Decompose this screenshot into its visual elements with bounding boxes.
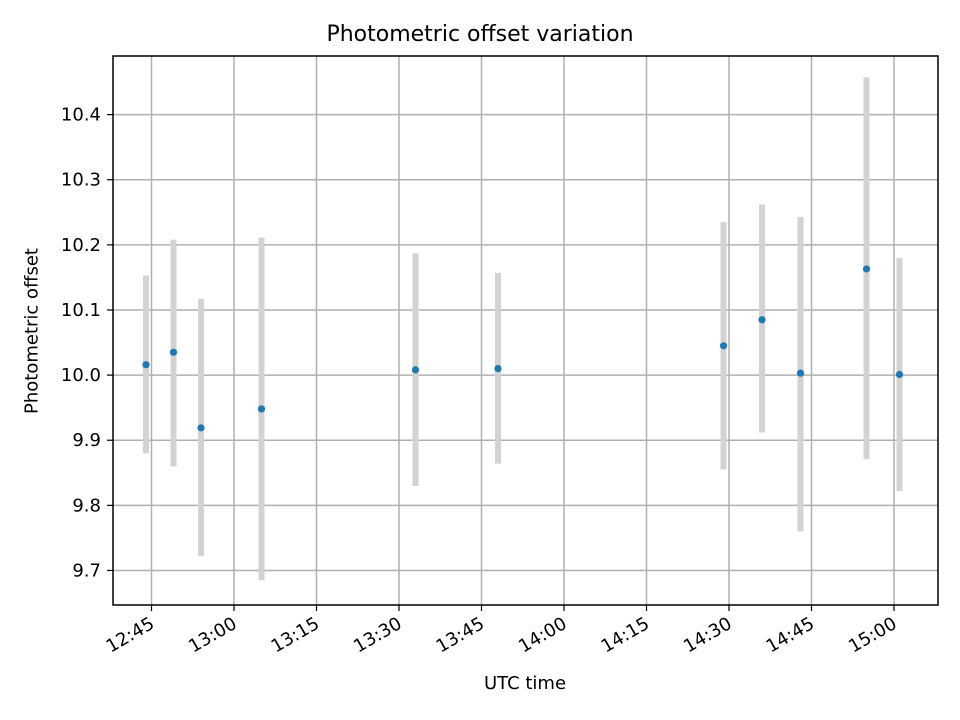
x-tick-label: 13:45 [433, 613, 488, 657]
data-point [796, 369, 805, 377]
data-point [895, 370, 904, 379]
x-tick-label: 13:15 [268, 613, 323, 657]
y-tick-label: 10.2 [61, 235, 101, 256]
x-tick-label: 14:15 [598, 613, 653, 657]
x-tick-label: 14:00 [515, 613, 570, 657]
data-point [169, 348, 178, 356]
data-point [719, 342, 728, 350]
y-tick-label: 9.7 [72, 560, 101, 581]
x-tick-label: 13:00 [185, 613, 240, 657]
x-tick-label: 14:30 [680, 613, 735, 657]
x-tick-label: 13:30 [350, 613, 405, 657]
y-tick-label: 10.0 [61, 365, 101, 386]
x-axis-label: UTC time [483, 673, 567, 694]
data-point [862, 265, 871, 273]
y-tick-label: 10.1 [61, 300, 101, 321]
x-tick-label: 15:00 [845, 613, 900, 657]
y-tick-label: 10.3 [61, 170, 101, 191]
chart-title: Photometric offset variation [326, 22, 634, 47]
y-tick-label: 9.9 [72, 430, 101, 451]
data-point [197, 424, 205, 432]
y-axis-label: Photometric offset [21, 248, 43, 414]
y-tick-label: 9.8 [72, 495, 101, 516]
y-tick-label: 10.4 [61, 105, 101, 126]
plot-frame [112, 55, 939, 606]
data-point [758, 316, 766, 324]
x-tick-label: 12:45 [103, 613, 158, 657]
data-point [494, 364, 502, 373]
data-point [142, 361, 150, 369]
data-point [411, 366, 420, 374]
x-tick-label: 14:45 [763, 613, 818, 657]
data-point [257, 405, 266, 413]
